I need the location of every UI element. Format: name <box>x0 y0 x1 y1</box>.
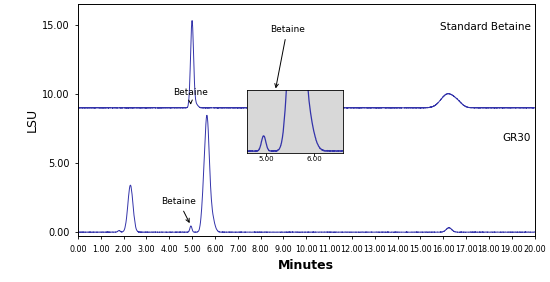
Text: Betaine: Betaine <box>270 25 305 87</box>
Text: Standard Betaine: Standard Betaine <box>440 22 531 32</box>
Text: GR30: GR30 <box>503 133 531 143</box>
Y-axis label: LSU: LSU <box>26 108 39 132</box>
Text: Betaine: Betaine <box>173 89 207 104</box>
Text: Betaine: Betaine <box>161 197 196 222</box>
X-axis label: Minutes: Minutes <box>278 259 334 272</box>
